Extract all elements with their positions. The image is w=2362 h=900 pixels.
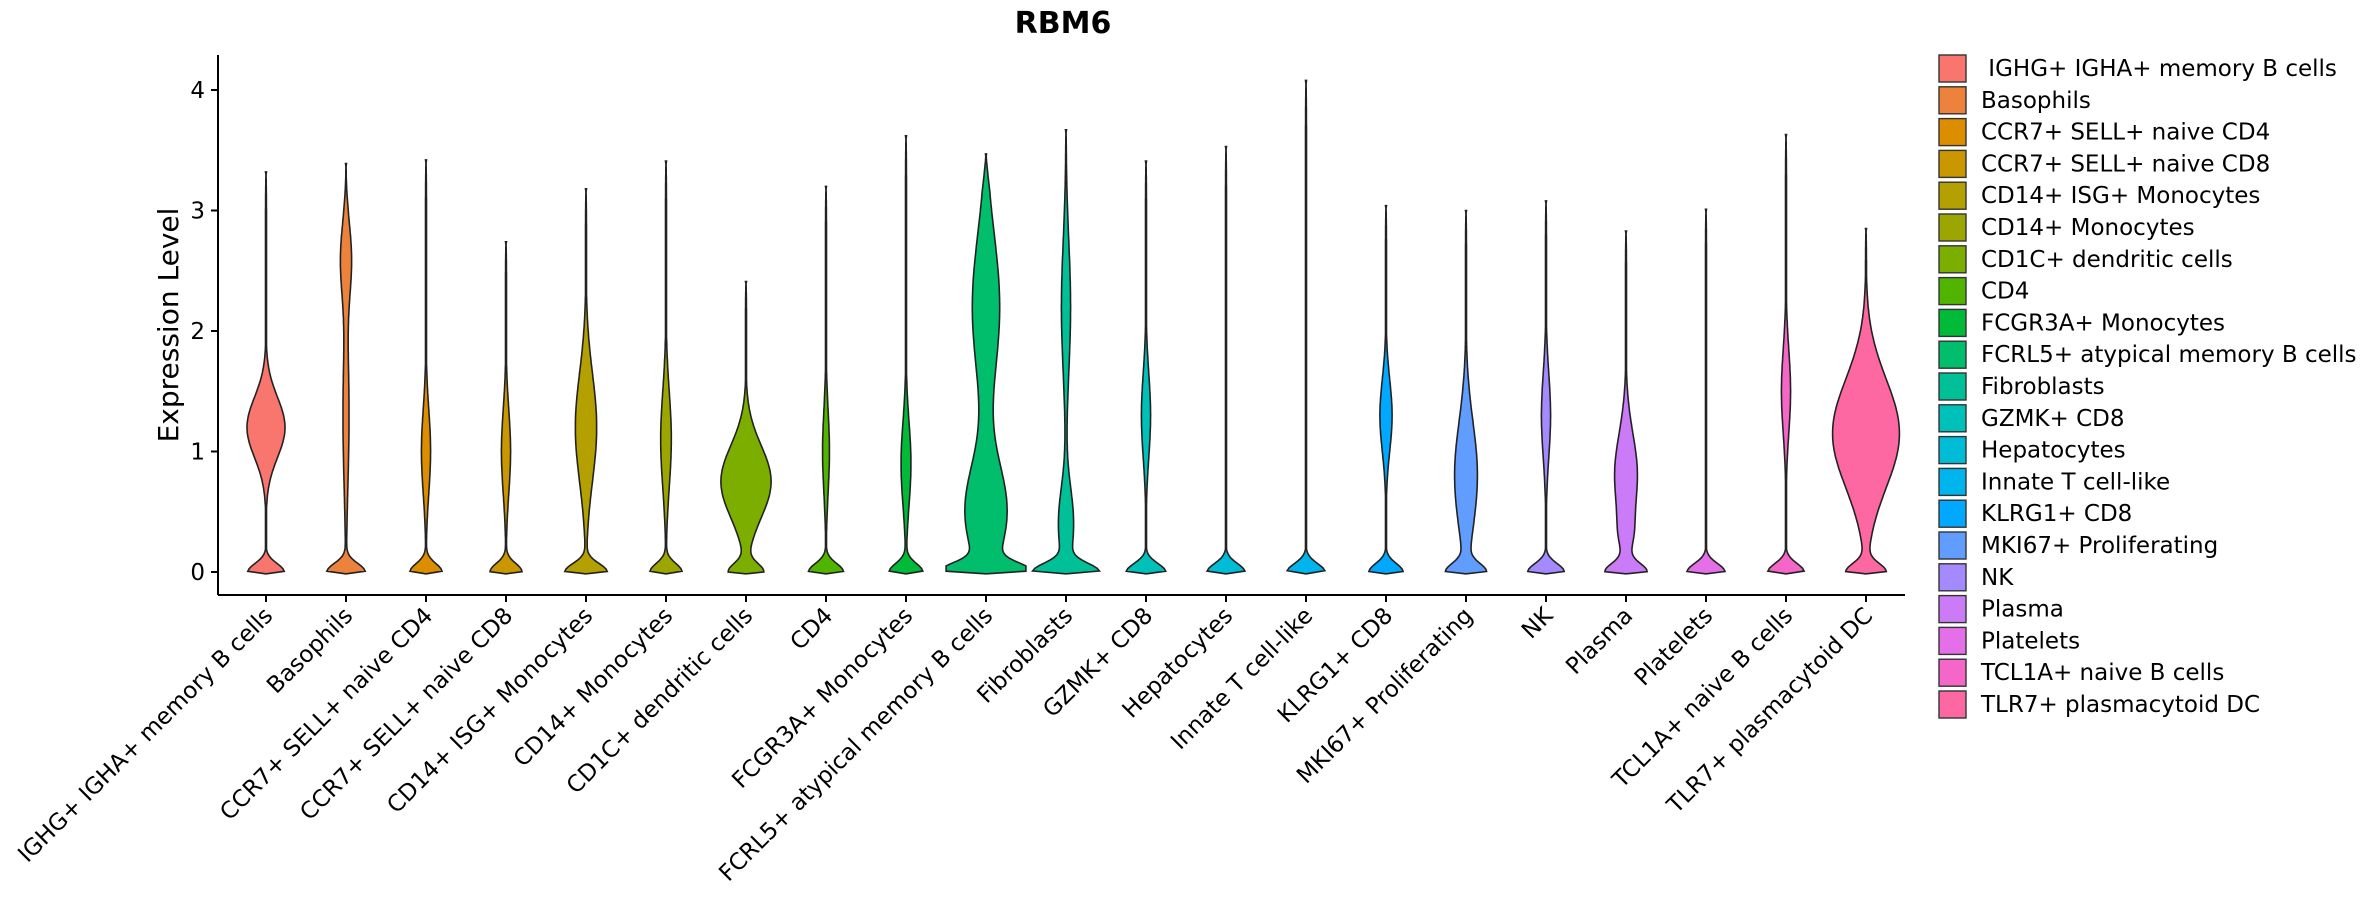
- legend-key-ighg-igha-memory-b-cells: [1938, 54, 1967, 83]
- legend-key-fcgr3a-monocytes: [1938, 308, 1967, 338]
- violin-tlr7-plasmacytoid-dc: [1831, 227, 1901, 575]
- legend-label: KLRG1+ CD8: [1981, 501, 2132, 527]
- legend-label: FCRL5+ atypical memory B cells: [1981, 342, 2357, 368]
- legend-key-platelets: [1938, 626, 1967, 656]
- legend-key-fcrl5-atypical-memory-b-cells: [1938, 340, 1967, 369]
- legend-label: Plasma: [1981, 597, 2064, 623]
- violin-klrg1-cd8: [1367, 204, 1405, 575]
- legend-label: CCR7+ SELL+ naive CD4: [1981, 120, 2270, 146]
- legend-key-ccr7-sell-naive-cd4: [1938, 117, 1967, 147]
- violin-ccr7-sell-naive-cd8: [489, 241, 523, 575]
- chart-title: RBM6: [1015, 6, 1112, 41]
- legend-label: Basophils: [1981, 88, 2091, 114]
- legend-label: NK: [1981, 565, 2014, 591]
- y-tick-label: 3: [190, 199, 205, 225]
- legend-label: Fibroblasts: [1981, 374, 2105, 400]
- violin-innate-t-cell-like: [1285, 79, 1327, 575]
- legend-key-gzmk-cd8: [1938, 404, 1967, 433]
- legend-label: CD14+ ISG+ Monocytes: [1981, 183, 2260, 209]
- legend-key-basophils: [1938, 86, 1967, 115]
- legend-key-ccr7-sell-naive-cd8: [1938, 149, 1967, 179]
- legend-label: Innate T cell-like: [1981, 469, 2170, 495]
- violin-gzmk-cd8: [1125, 160, 1167, 575]
- violin-plasma: [1603, 230, 1649, 575]
- violin-fcrl5-atypical-memory-b-cells: [945, 153, 1027, 575]
- x-tick-label: Plasma: [1561, 603, 1638, 680]
- y-tick-label: 1: [190, 440, 205, 466]
- plot-area: [246, 79, 1901, 575]
- x-tick-label: CD14+ Monocytes: [509, 603, 678, 772]
- violin-ccr7-sell-naive-cd4: [408, 159, 444, 575]
- legend-label: CD14+ Monocytes: [1981, 215, 2195, 241]
- legend-key-cd14-monocytes: [1938, 213, 1967, 242]
- violin-cd1c-dendritic-cells: [720, 280, 772, 575]
- legend-label: CD4: [1981, 279, 2029, 305]
- legend-label: TLR7+ plasmacytoid DC: [1980, 692, 2260, 718]
- legend-label: FCGR3A+ Monocytes: [1981, 310, 2225, 336]
- legend-label: Hepatocytes: [1981, 438, 2126, 464]
- y-axis-label: Expression Level: [152, 208, 185, 443]
- y-tick-label: 2: [190, 319, 205, 345]
- legend-label: GZMK+ CD8: [1981, 406, 2125, 432]
- legend-key-cd4: [1938, 276, 1967, 306]
- violin-mki67-proliferating: [1444, 209, 1488, 575]
- x-tick-label: CD4: [786, 603, 839, 656]
- legend-label: CCR7+ SELL+ naive CD8: [1981, 151, 2270, 177]
- legend-key-cd1c-dendritic-cells: [1938, 245, 1967, 274]
- violin-hepatocytes: [1205, 145, 1247, 575]
- violin-basophils: [325, 162, 367, 575]
- violin-fcgr3a-monocytes: [888, 135, 924, 575]
- legend-key-cd14-isg-monocytes: [1938, 181, 1967, 210]
- legend: IGHG+ IGHA+ memory B cells Basophils CCR7+…: [1938, 54, 2357, 719]
- legend-key-mki67-proliferating: [1938, 531, 1967, 560]
- legend-key-tcl1a-naive-b-cells: [1938, 658, 1967, 687]
- violin-cd4: [807, 185, 845, 575]
- legend-key-hepatocytes: [1938, 435, 1967, 465]
- legend-label: CD1C+ dendritic cells: [1981, 247, 2233, 273]
- legend-label: Platelets: [1981, 628, 2080, 654]
- legend-key-klrg1-cd8: [1938, 499, 1967, 528]
- y-tick-label: 0: [190, 560, 205, 586]
- violin-nk: [1526, 200, 1566, 575]
- legend-key-plasma: [1938, 594, 1967, 624]
- violin-fibroblasts: [1031, 129, 1101, 575]
- violin-cd14-monocytes: [648, 160, 684, 575]
- legend-key-fibroblasts: [1938, 372, 1967, 401]
- x-tick-label: Innate T cell-like: [1166, 603, 1318, 755]
- violin-cd14-isg-monocytes: [563, 188, 609, 575]
- y-tick-label: 4: [190, 78, 205, 104]
- x-tick-label: NK: [1517, 602, 1559, 644]
- legend-key-tlr7-plasmacytoid-dc: [1938, 690, 1967, 719]
- violin-ighg-igha-memory-b-cells: [246, 171, 286, 575]
- legend-key-innate-t-cell-like: [1938, 467, 1967, 497]
- violin-platelets: [1685, 208, 1727, 575]
- violin-tcl1a-naive-b-cells: [1766, 133, 1806, 575]
- legend-label: IGHG+ IGHA+ memory B cells: [1981, 56, 2337, 82]
- legend-key-nk: [1938, 563, 1967, 592]
- legend-label: TCL1A+ naive B cells: [1980, 660, 2224, 686]
- legend-label: MKI67+ Proliferating: [1981, 533, 2218, 559]
- x-tick-label: IGHG+ IGHA+ memory B cells: [13, 603, 278, 868]
